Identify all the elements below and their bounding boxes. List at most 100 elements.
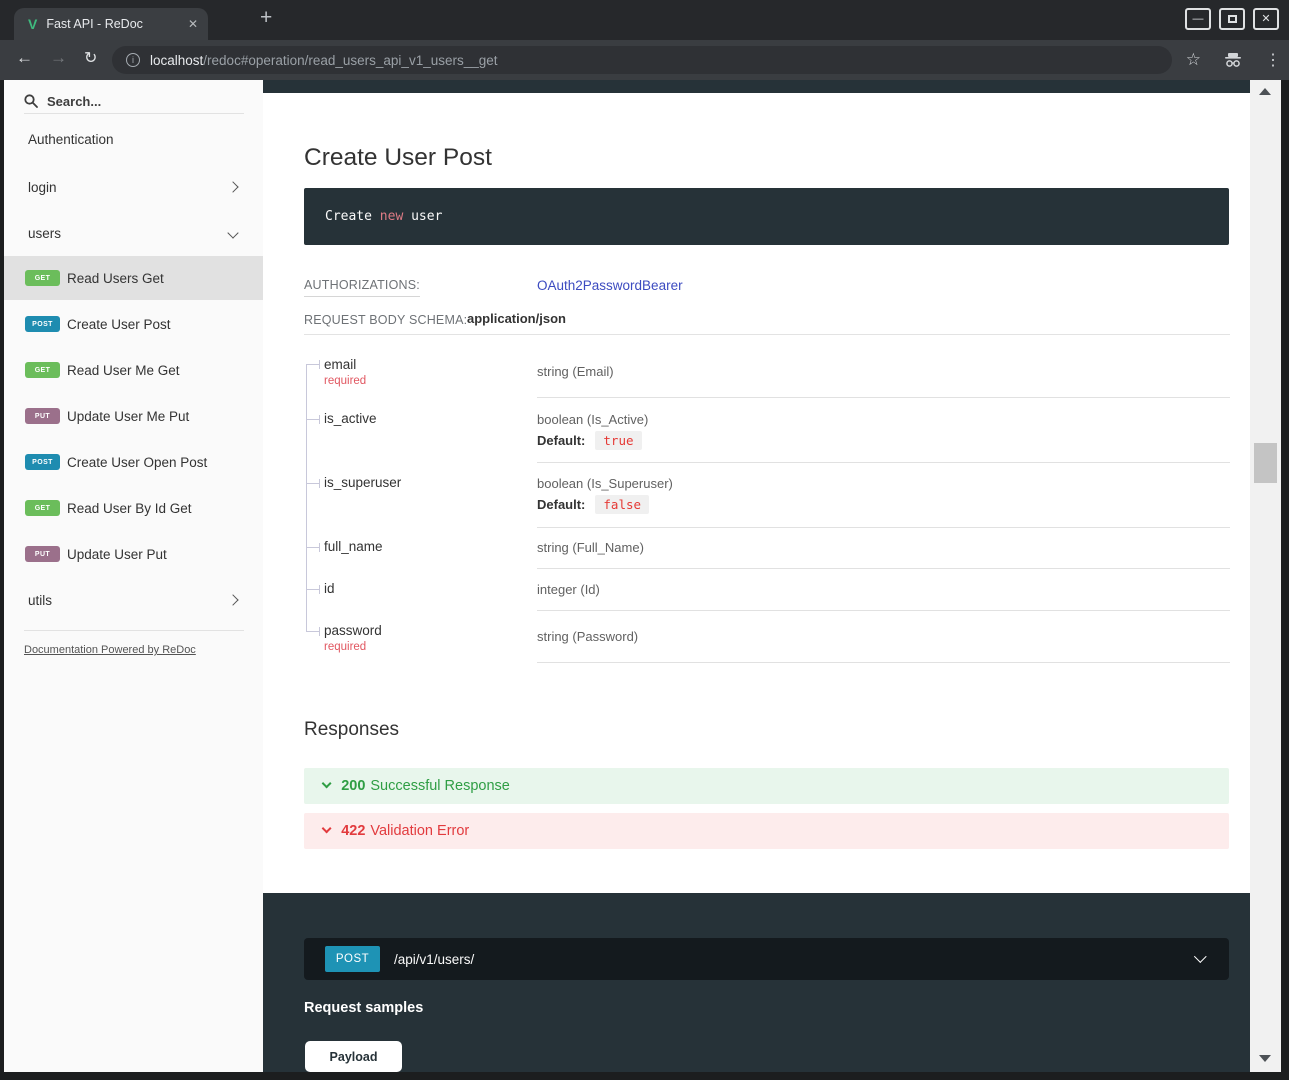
forward-icon[interactable]: → (50, 48, 67, 67)
chevron-right-icon (227, 181, 239, 193)
sidebar-item-read-user-me-get[interactable]: GET Read User Me Get (4, 348, 263, 392)
url-text: localhost/redoc#operation/read_users_api… (150, 53, 498, 68)
operation-label: Create User Post (67, 316, 171, 332)
sidebar-item-read-users-get[interactable]: GET Read Users Get (4, 256, 263, 300)
tree-tick (319, 415, 320, 424)
response-200-row[interactable]: 200 Successful Response (304, 768, 1229, 804)
sidebar-divider (24, 630, 244, 631)
sidebar-item-read-user-by-id-get[interactable]: GET Read User By Id Get (4, 486, 263, 530)
sidebar-divider (24, 113, 244, 114)
browser-menu-icon[interactable]: ⋮ (1265, 52, 1281, 69)
sidebar-item-authentication[interactable]: Authentication (28, 132, 114, 147)
method-badge-post: POST (25, 316, 60, 332)
field-divider (537, 662, 1230, 663)
field-name-email: email (324, 357, 357, 372)
responses-heading: Responses (304, 719, 400, 740)
utils-group-label: utils (28, 592, 53, 608)
field-name-is-active: is_active (324, 411, 377, 426)
scroll-up-icon[interactable] (1259, 88, 1271, 95)
field-type-email: string (Email) (537, 364, 614, 379)
sidebar-group-users[interactable]: users (4, 221, 263, 245)
tree-stub (306, 364, 319, 365)
operation-label: Read User By Id Get (67, 500, 192, 516)
url-path: /redoc#operation/read_users_api_v1_users… (203, 52, 498, 68)
authorizations-label: AUTHORIZATIONS: (304, 278, 420, 297)
bookmark-star-icon[interactable]: ☆ (1185, 50, 1201, 69)
window-controls: — ✕ (1185, 8, 1279, 30)
chevron-right-icon (227, 594, 239, 606)
browser-tab[interactable]: V Fast API - ReDoc ✕ (14, 8, 208, 40)
method-badge-post: POST (325, 946, 380, 972)
field-divider (537, 610, 1230, 611)
response-label: Successful Response (370, 778, 510, 794)
field-required-flag: required (324, 375, 367, 387)
default-label: Default: (537, 433, 586, 448)
page-title: Create User Post (304, 144, 492, 171)
search-input[interactable] (47, 93, 217, 109)
operation-description-code: Create new user (304, 188, 1229, 245)
sidebar-item-create-user-post[interactable]: POST Create User Post (4, 302, 263, 346)
sidebar: Authentication login users GET Read User… (4, 80, 263, 1072)
sidebar-group-utils[interactable]: utils (4, 588, 263, 612)
chevron-down-icon (227, 227, 239, 239)
field-type-is-active: boolean (Is_Active) (537, 412, 649, 427)
field-divider (537, 462, 1230, 463)
tab-payload[interactable]: Payload (305, 1041, 402, 1072)
scrollbar-thumb[interactable] (1254, 443, 1277, 483)
api-doc-content: Create User Post Create new user AUTHORI… (263, 80, 1250, 1072)
back-icon[interactable]: ← (16, 48, 33, 67)
samples-panel: POST /api/v1/users/ Request samples Payl… (263, 893, 1250, 1072)
oauth2-link[interactable]: OAuth2PasswordBearer (537, 278, 683, 293)
method-badge-get: GET (25, 362, 60, 378)
endpoint-dropdown[interactable]: POST /api/v1/users/ (304, 938, 1229, 980)
toolbar-actions: ☆ ⋮ (1186, 40, 1281, 80)
tab-close-icon[interactable]: ✕ (187, 17, 198, 31)
field-type-password: string (Password) (537, 629, 639, 644)
previous-section-panel-strip (263, 80, 1250, 93)
default-value-badge: false (595, 495, 650, 514)
maximize-button[interactable] (1219, 8, 1245, 30)
site-info-icon[interactable]: i (126, 53, 140, 67)
field-default-is-active: Default: true (537, 431, 642, 450)
window-border-right (1281, 80, 1289, 1080)
minimize-button[interactable]: — (1185, 8, 1211, 30)
response-422-row[interactable]: 422 Validation Error (304, 813, 1229, 849)
operation-label: Read User Me Get (67, 362, 180, 378)
default-label: Default: (537, 497, 586, 512)
request-samples-heading: Request samples (304, 1000, 424, 1016)
tree-tick (319, 360, 320, 369)
sidebar-item-update-user-me-put[interactable]: PUT Update User Me Put (4, 394, 263, 438)
page-scrollbar[interactable] (1250, 80, 1281, 1072)
response-label: Validation Error (370, 823, 470, 839)
redoc-footer-link[interactable]: Documentation Powered by ReDoc (24, 644, 196, 656)
sidebar-item-create-user-open-post[interactable]: POST Create User Open Post (4, 440, 263, 484)
sidebar-item-update-user-put[interactable]: PUT Update User Put (4, 532, 263, 576)
close-button[interactable]: ✕ (1253, 8, 1279, 30)
field-default-is-superuser: Default: false (537, 495, 650, 514)
field-divider (537, 397, 1230, 398)
tree-tick (319, 479, 320, 488)
search-box[interactable] (4, 88, 263, 114)
operation-label: Read Users Get (67, 270, 164, 286)
method-badge-put: PUT (25, 546, 60, 562)
code-keyword: new (379, 209, 404, 224)
chevron-down-icon (321, 823, 332, 835)
tree-tick (319, 585, 320, 594)
new-tab-button[interactable]: + (260, 6, 273, 29)
redoc-favicon-icon: V (28, 16, 38, 32)
operation-label: Update User Put (67, 546, 167, 562)
method-badge-get: GET (25, 270, 60, 286)
field-name-full-name: full_name (324, 539, 383, 554)
field-required-flag: required (324, 641, 367, 653)
default-value-badge: true (595, 431, 642, 450)
tree-tick (319, 627, 320, 636)
tree-stub (306, 631, 319, 632)
method-badge-get: GET (25, 500, 60, 516)
tree-stub (306, 419, 319, 420)
sidebar-group-login[interactable]: login (4, 175, 263, 199)
tree-stub (306, 483, 319, 484)
reload-icon[interactable]: ↻ (84, 50, 98, 67)
endpoint-path: /api/v1/users/ (394, 951, 475, 967)
address-bar[interactable]: i localhost/redoc#operation/read_users_a… (112, 46, 1172, 74)
scroll-down-icon[interactable] (1259, 1055, 1271, 1062)
